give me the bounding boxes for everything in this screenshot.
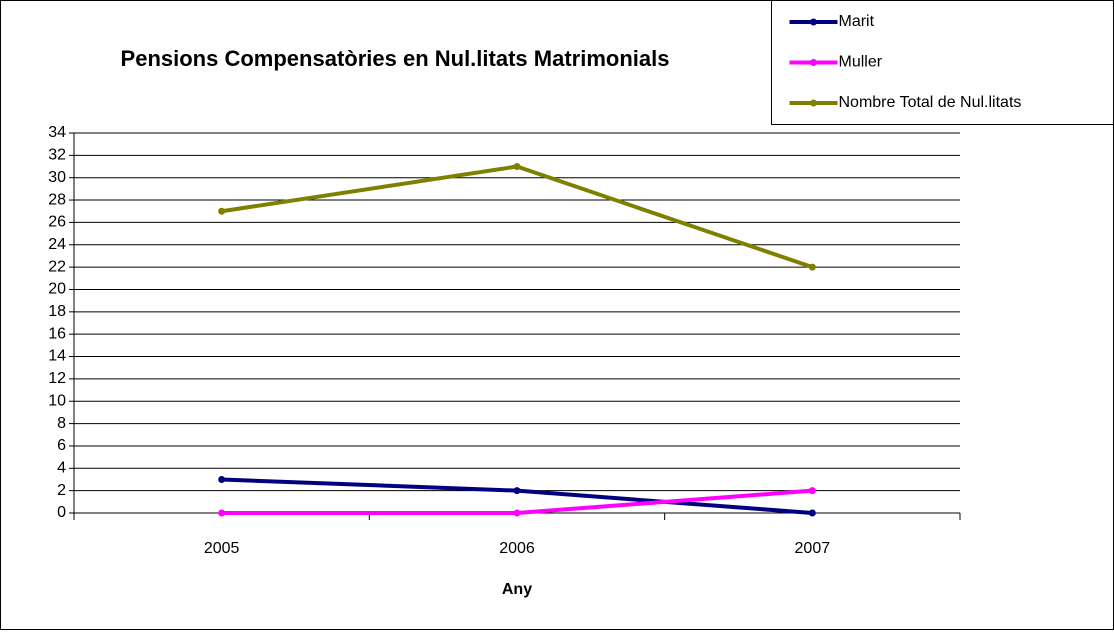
point	[808, 509, 816, 517]
point	[218, 475, 226, 483]
point	[808, 487, 816, 495]
x-axis-label: Any	[502, 581, 532, 598]
y-tick-label: 28	[48, 191, 66, 208]
point	[513, 509, 521, 517]
legend-label: Nombre Total de Nul.litats	[839, 94, 1022, 111]
y-tick-label: 18	[48, 303, 66, 320]
legend-label: Marit	[839, 13, 875, 30]
x-tick-label: 2007	[795, 540, 831, 557]
point	[808, 263, 816, 271]
y-tick-label: 32	[48, 147, 66, 164]
point	[513, 163, 521, 171]
x-tick-label: 2006	[499, 540, 535, 557]
legend-marker	[810, 18, 817, 26]
y-tick-label: 16	[48, 325, 66, 342]
y-tick-label: 8	[57, 415, 66, 432]
y-tick-label: 12	[48, 370, 66, 387]
y-tick-label: 0	[57, 504, 66, 521]
y-tick-label: 2	[57, 482, 66, 499]
y-tick-label: 22	[48, 258, 66, 275]
point	[218, 207, 226, 215]
y-tick-label: 30	[48, 169, 66, 186]
y-tick-label: 10	[48, 392, 66, 409]
x-tick-label: 2005	[204, 540, 240, 557]
point	[218, 509, 226, 517]
chart-title: Pensions Compensatòries en Nul.litats Ma…	[121, 46, 670, 71]
y-tick-label: 20	[48, 281, 66, 298]
y-tick-label: 26	[48, 214, 66, 231]
legend-marker	[810, 59, 817, 66]
y-tick-label: 14	[48, 348, 66, 365]
y-tick-label: 34	[48, 124, 66, 141]
point	[513, 487, 521, 495]
y-tick-label: 24	[48, 236, 66, 253]
y-tick-label: 4	[57, 460, 66, 477]
y-tick-label: 6	[57, 437, 66, 454]
legend-marker	[810, 99, 817, 107]
legend-label: Muller	[839, 54, 883, 71]
